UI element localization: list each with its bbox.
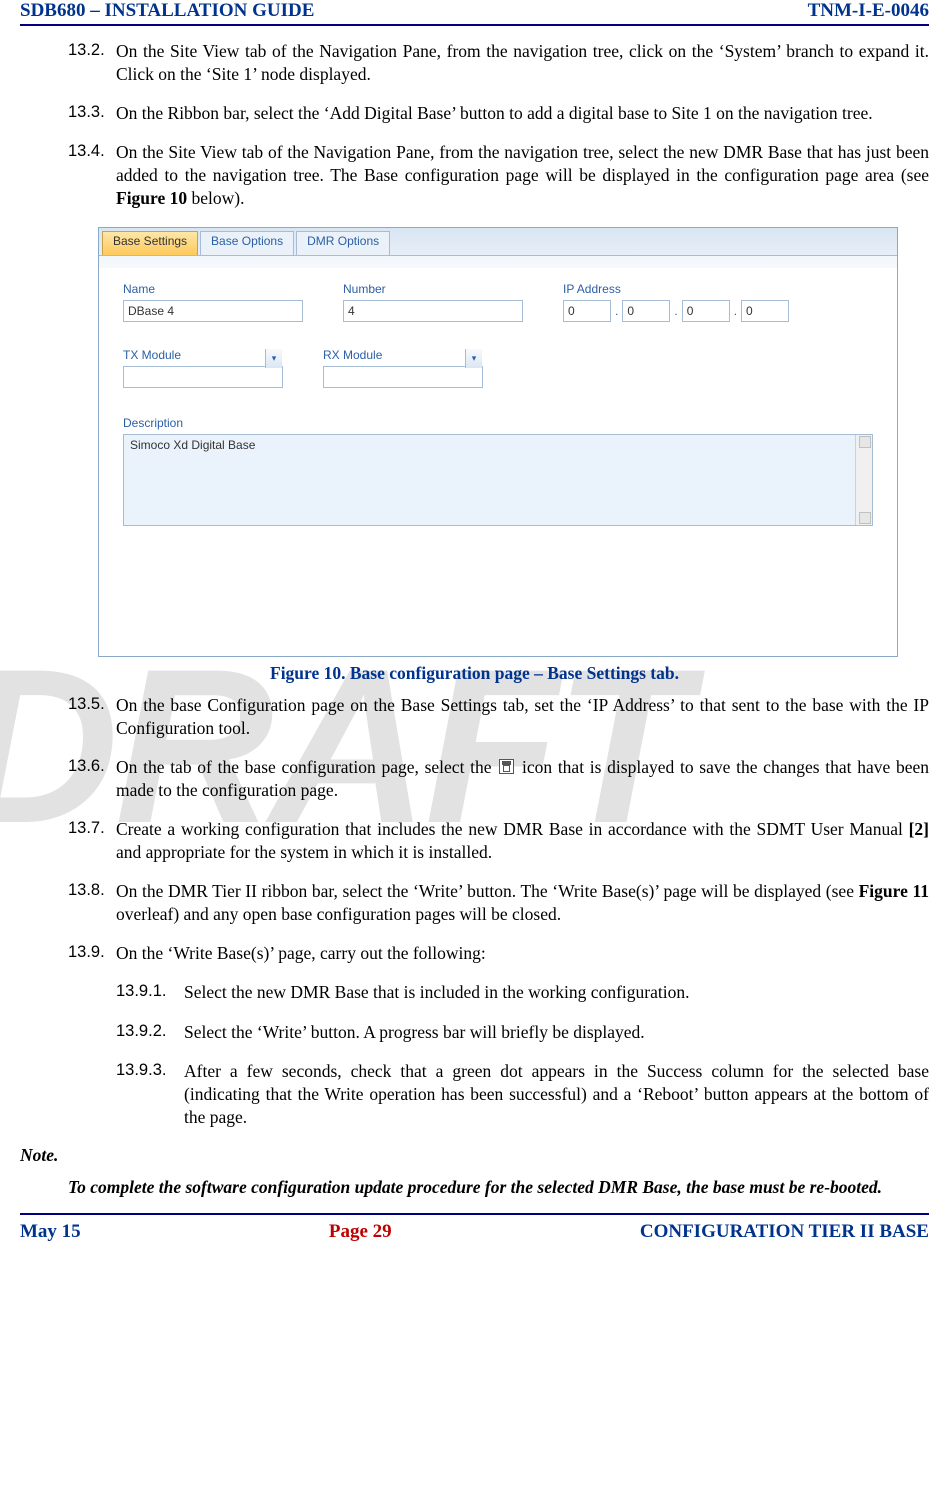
field-rx-module: RX Module ▾ — [323, 348, 483, 388]
step-text-b: overleaf) and any open base configuratio… — [116, 904, 561, 924]
step-number: 13.6. — [68, 756, 116, 802]
tx-module-select[interactable] — [123, 366, 283, 388]
step-text: Select the ‘Write’ button. A progress ba… — [184, 1021, 929, 1044]
note-heading: Note. — [20, 1145, 929, 1166]
step-13-2: 13.2. On the Site View tab of the Naviga… — [68, 40, 929, 86]
step-text-b: and appropriate for the system in which … — [116, 842, 492, 862]
field-tx-module: TX Module ▾ — [123, 348, 283, 388]
step-number: 13.5. — [68, 694, 116, 740]
step-13-9-3: 13.9.3. After a few seconds, check that … — [116, 1060, 929, 1129]
page-header: SDB680 – INSTALLATION GUIDE TNM-I-E-0046 — [20, 0, 929, 26]
step-text: On the DMR Tier II ribbon bar, select th… — [116, 880, 929, 926]
chevron-down-icon[interactable]: ▾ — [265, 349, 282, 368]
number-input[interactable] — [343, 300, 523, 322]
label-ip: IP Address — [563, 282, 789, 296]
step-number: 13.7. — [68, 818, 116, 864]
field-ip: IP Address . . . — [563, 282, 789, 322]
step-number: 13.9.2. — [116, 1021, 184, 1044]
step-13-3: 13.3. On the Ribbon bar, select the ‘Add… — [68, 102, 929, 125]
header-left: SDB680 – INSTALLATION GUIDE — [20, 0, 314, 22]
ip-octet-2[interactable] — [622, 300, 670, 322]
step-13-9: 13.9. On the ‘Write Base(s)’ page, carry… — [68, 942, 929, 965]
step-13-8: 13.8. On the DMR Tier II ribbon bar, sel… — [68, 880, 929, 926]
footer-date: May 15 — [20, 1221, 81, 1243]
step-text-a: On the tab of the base configuration pag… — [116, 757, 497, 777]
ip-octet-3[interactable] — [682, 300, 730, 322]
field-number: Number — [343, 282, 523, 322]
label-rx: RX Module — [323, 348, 483, 362]
header-right: TNM-I-E-0046 — [808, 0, 929, 22]
tab-base-settings[interactable]: Base Settings — [102, 231, 198, 255]
step-13-7: 13.7. Create a working configuration tha… — [68, 818, 929, 864]
step-number: 13.8. — [68, 880, 116, 926]
description-textarea[interactable]: Simoco Xd Digital Base — [123, 434, 873, 526]
figure-10: Base Settings Base Options DMR Options N… — [98, 227, 898, 657]
step-text: Create a working configuration that incl… — [116, 818, 929, 864]
rx-module-select[interactable] — [323, 366, 483, 388]
ip-dot: . — [733, 304, 738, 318]
step-number: 13.3. — [68, 102, 116, 125]
description-value: Simoco Xd Digital Base — [124, 435, 872, 455]
label-tx: TX Module — [123, 348, 283, 362]
scrollbar[interactable] — [855, 435, 872, 525]
step-text-a: On the Site View tab of the Navigation P… — [116, 142, 929, 185]
config-body: Name Number IP Address . . . — [99, 256, 897, 536]
save-disk-icon — [499, 759, 514, 774]
step-text: On the tab of the base configuration pag… — [116, 756, 929, 802]
step-text: Select the new DMR Base that is included… — [184, 981, 929, 1004]
figure-ref: Figure 11 — [859, 881, 929, 901]
step-number: 13.9.1. — [116, 981, 184, 1004]
step-text: On the ‘Write Base(s)’ page, carry out t… — [116, 942, 929, 965]
ip-dot: . — [673, 304, 678, 318]
step-text-a: On the DMR Tier II ribbon bar, select th… — [116, 881, 859, 901]
step-number: 13.4. — [68, 141, 116, 210]
figure-caption: Figure 10. Base configuration page – Bas… — [20, 663, 929, 684]
tab-dmr-options[interactable]: DMR Options — [296, 231, 390, 255]
step-text-a: Create a working configuration that incl… — [116, 819, 909, 839]
citation-ref: [2] — [909, 819, 929, 839]
step-text: After a few seconds, check that a green … — [184, 1060, 929, 1129]
step-text-b: below). — [187, 188, 244, 208]
field-name: Name — [123, 282, 303, 322]
tab-strip: Base Settings Base Options DMR Options — [99, 228, 897, 256]
step-13-9-1: 13.9.1. Select the new DMR Base that is … — [116, 981, 929, 1004]
name-input[interactable] — [123, 300, 303, 322]
ip-dot: . — [614, 304, 619, 318]
step-text: On the Site View tab of the Navigation P… — [116, 141, 929, 210]
step-number: 13.2. — [68, 40, 116, 86]
footer-page: Page 29 — [329, 1221, 392, 1243]
label-name: Name — [123, 282, 303, 296]
step-number: 13.9.3. — [116, 1060, 184, 1129]
note-body: To complete the software configuration u… — [68, 1176, 929, 1199]
step-text: On the base Configuration page on the Ba… — [116, 694, 929, 740]
step-number: 13.9. — [68, 942, 116, 965]
footer-section: CONFIGURATION TIER II BASE — [640, 1221, 929, 1243]
label-description: Description — [123, 416, 873, 430]
step-13-4: 13.4. On the Site View tab of the Naviga… — [68, 141, 929, 210]
step-13-5: 13.5. On the base Configuration page on … — [68, 694, 929, 740]
ip-octet-4[interactable] — [741, 300, 789, 322]
label-number: Number — [343, 282, 523, 296]
step-text: On the Ribbon bar, select the ‘Add Digit… — [116, 102, 929, 125]
ip-group: . . . — [563, 300, 789, 322]
step-text: On the Site View tab of the Navigation P… — [116, 40, 929, 86]
figure-ref: Figure 10 — [116, 188, 187, 208]
chevron-down-icon[interactable]: ▾ — [465, 349, 482, 368]
step-13-9-2: 13.9.2. Select the ‘Write’ button. A pro… — [116, 1021, 929, 1044]
page-footer: May 15 Page 29 CONFIGURATION TIER II BAS… — [20, 1213, 929, 1243]
step-13-6: 13.6. On the tab of the base configurati… — [68, 756, 929, 802]
ip-octet-1[interactable] — [563, 300, 611, 322]
tab-base-options[interactable]: Base Options — [200, 231, 294, 255]
